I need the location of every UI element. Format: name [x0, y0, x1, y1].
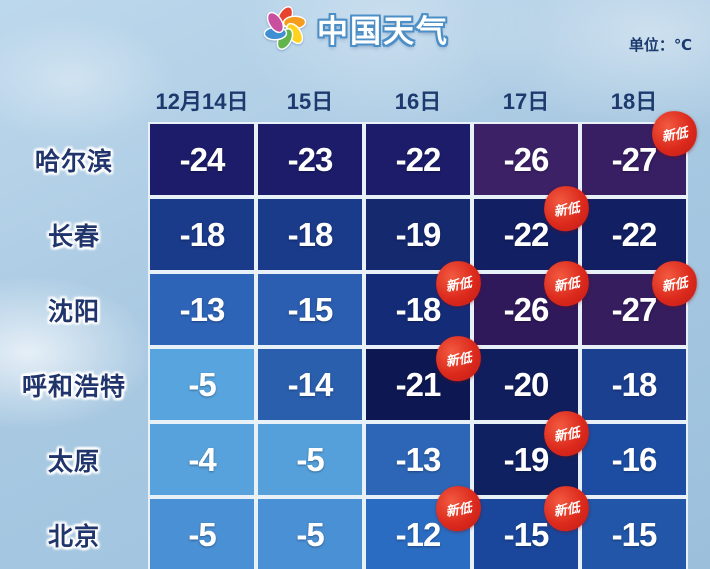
temp-value: -26	[503, 140, 550, 178]
temp-cell: -19	[364, 197, 472, 272]
date-header: 15日	[286, 89, 334, 114]
city-label-beijing: 北京	[47, 522, 100, 551]
temp-value: -19	[503, 440, 550, 478]
temp-cell: -24	[148, 122, 256, 197]
date-header: 18日	[610, 89, 658, 114]
temp-value: -21	[395, 365, 442, 403]
top-bar: 中国天气 单位：℃	[0, 0, 710, 78]
temp-cell: -23	[256, 122, 364, 197]
temp-value: -15	[287, 290, 334, 328]
temp-value: -12	[395, 515, 442, 553]
temp-cell: -14	[256, 347, 364, 422]
city-label-changchun: 长春	[47, 222, 100, 251]
temp-value: -19	[395, 215, 442, 253]
temp-cell: -21 新低	[364, 332, 485, 422]
temp-cell: -12 新低	[364, 482, 485, 569]
temp-value: -27	[611, 140, 658, 178]
temp-cell: -18 新低	[364, 257, 485, 347]
corner-cell	[0, 78, 148, 122]
temp-value: -14	[287, 365, 334, 403]
temp-cell: -15	[580, 497, 688, 569]
temp-cell: -18	[580, 347, 688, 422]
temp-cell: -22	[364, 122, 472, 197]
temp-value: -18	[395, 290, 442, 328]
temp-value: -13	[395, 440, 442, 478]
temp-cell: -27 新低	[580, 257, 701, 347]
logo-text: 中国天气	[317, 13, 449, 49]
temp-value: -15	[503, 515, 550, 553]
city-label-taiyuan: 太原	[47, 447, 100, 476]
city-label-shenyang: 沈阳	[47, 297, 100, 326]
temp-cell: -18	[148, 197, 256, 272]
temp-cell: -22 新低	[472, 182, 593, 272]
temp-value: -5	[296, 440, 324, 478]
temp-cell: -5	[148, 497, 256, 569]
temp-cell: -15	[256, 272, 364, 347]
temp-cell: -18	[256, 197, 364, 272]
temp-value: -18	[179, 215, 226, 253]
temp-cell: -22	[580, 197, 688, 272]
temp-value: -24	[179, 140, 226, 178]
temp-cell: -5	[148, 347, 256, 422]
temp-cell: -15 新低	[472, 482, 593, 569]
temperature-table: 12月14日 15日 16日 17日 18日 哈尔滨 -24 -23 -22 -…	[0, 78, 701, 569]
temp-value: -20	[503, 365, 550, 403]
temp-cell: -19 新低	[472, 407, 593, 497]
unit-label: 单位：℃	[628, 37, 692, 54]
temp-value: -26	[503, 290, 550, 328]
temp-cell: -20	[472, 347, 580, 422]
temp-value: -4	[188, 440, 216, 478]
temp-value: -27	[611, 290, 658, 328]
temp-cell: -5	[256, 422, 364, 497]
temp-cell: -26 新低	[472, 257, 593, 347]
temp-cell: -26	[472, 122, 580, 197]
china-weather-logo: 中国天气	[261, 4, 449, 52]
date-header: 12月14日	[155, 89, 249, 114]
pinwheel-swirl-icon	[263, 6, 307, 50]
temp-cell: -13	[148, 272, 256, 347]
temp-cell: -27 新低	[580, 107, 701, 197]
city-label-hohhot: 呼和浩特	[21, 372, 126, 401]
temp-value: -5	[188, 515, 216, 553]
temp-value: -16	[611, 440, 658, 478]
temp-value: -18	[287, 215, 334, 253]
temp-value: -15	[611, 515, 658, 553]
temp-cell: -5	[256, 497, 364, 569]
temp-cell: -13	[364, 422, 472, 497]
temp-value: -22	[395, 140, 442, 178]
temp-cell: -4	[148, 422, 256, 497]
temp-value: -22	[503, 215, 550, 253]
temp-value: -23	[287, 140, 334, 178]
city-label-harbin: 哈尔滨	[34, 147, 113, 176]
date-header: 16日	[394, 89, 442, 114]
temp-value: -5	[296, 515, 324, 553]
temp-value: -22	[611, 215, 658, 253]
temp-value: -13	[179, 290, 226, 328]
date-header: 17日	[502, 89, 550, 114]
temp-value: -5	[188, 365, 216, 403]
temp-cell: -16	[580, 422, 688, 497]
temp-value: -18	[611, 365, 658, 403]
